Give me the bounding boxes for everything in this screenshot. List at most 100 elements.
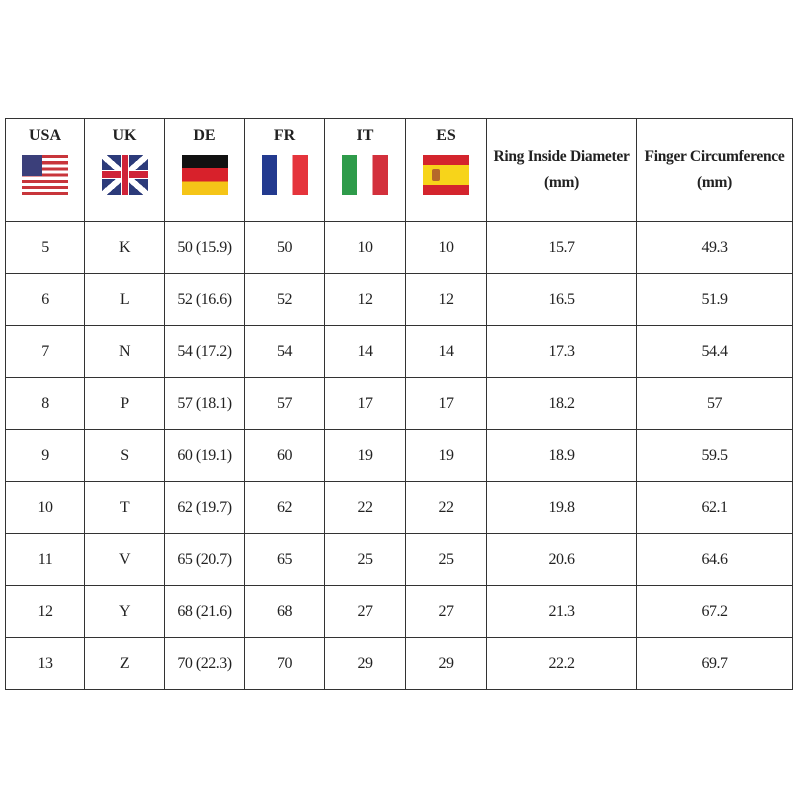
table-cell: 14 — [324, 325, 406, 378]
table-cell: 8 — [5, 377, 85, 430]
table-cell: 57 — [244, 377, 325, 430]
header-label: Finger Circumference — [644, 148, 785, 165]
table-cell: 10 — [405, 221, 487, 274]
table-cell: 62 — [244, 481, 325, 534]
header-label: ES — [436, 127, 456, 144]
table-cell: 22 — [405, 481, 487, 534]
table-cell: 19 — [324, 429, 406, 482]
table-cell: 17.3 — [486, 325, 637, 378]
table-cell: 22.2 — [486, 637, 637, 690]
table-cell: 16.5 — [486, 273, 637, 326]
table-cell: 65 — [244, 533, 325, 586]
table-cell: 60 (19.1) — [164, 429, 245, 482]
table-row: 12 Y 68 (21.6) 68 27 27 21.3 67.2 — [5, 585, 793, 638]
table-cell: 6 — [5, 273, 85, 326]
fr-flag-icon — [261, 155, 308, 195]
table-cell: Z — [84, 637, 165, 690]
table-row: 13 Z 70 (22.3) 70 29 29 22.2 69.7 — [5, 637, 793, 690]
table-cell: 12 — [324, 273, 406, 326]
table-cell: 54.4 — [636, 325, 793, 378]
table-cell: 17 — [405, 377, 487, 430]
table-row: 10 T 62 (19.7) 62 22 22 19.8 62.1 — [5, 481, 793, 534]
header-fr: FR — [244, 118, 325, 222]
header-label: FR — [273, 127, 296, 144]
table-cell: 21.3 — [486, 585, 637, 638]
table-cell: 29 — [405, 637, 487, 690]
table-cell: 27 — [324, 585, 406, 638]
table-cell: 52 — [244, 273, 325, 326]
es-flag-icon — [423, 155, 469, 195]
table-row: 6 L 52 (16.6) 52 12 12 16.5 51.9 — [5, 273, 793, 326]
table-cell: 54 — [244, 325, 325, 378]
header-uk: UK — [84, 118, 165, 222]
table-cell: V — [84, 533, 165, 586]
table-cell: 19.8 — [486, 481, 637, 534]
table-cell: 62 (19.7) — [164, 481, 245, 534]
header-it: IT — [324, 118, 406, 222]
table-cell: 60 — [244, 429, 325, 482]
table-cell: 15.7 — [486, 221, 637, 274]
table-cell: 9 — [5, 429, 85, 482]
table-cell: K — [84, 221, 165, 274]
table-cell: 5 — [5, 221, 85, 274]
table-row: 9 S 60 (19.1) 60 19 19 18.9 59.5 — [5, 429, 793, 482]
header-finger-circumference: Finger Circumference (mm) — [636, 118, 793, 222]
it-flag-icon — [342, 155, 388, 195]
header-ring-diameter: Ring Inside Diameter (mm) — [486, 118, 637, 222]
header-label: Ring Inside Diameter — [493, 148, 630, 165]
table-cell: 70 (22.3) — [164, 637, 245, 690]
table-cell: 62.1 — [636, 481, 793, 534]
table-cell: 12 — [5, 585, 85, 638]
header-label: USA — [28, 127, 61, 144]
table-cell: 19 — [405, 429, 487, 482]
table-row: 11 V 65 (20.7) 65 25 25 20.6 64.6 — [5, 533, 793, 586]
table-cell: L — [84, 273, 165, 326]
table-cell: 10 — [5, 481, 85, 534]
header-label: DE — [193, 127, 216, 144]
table-cell: 18.9 — [486, 429, 637, 482]
table-cell: 52 (16.6) — [164, 273, 245, 326]
ring-size-table: USA UK DE FR IT ES Ring Inside Diameter (… — [5, 118, 793, 690]
header-label: IT — [356, 127, 374, 144]
table-cell: 65 (20.7) — [164, 533, 245, 586]
table-cell: 54 (17.2) — [164, 325, 245, 378]
table-cell: 50 (15.9) — [164, 221, 245, 274]
table-cell: 51.9 — [636, 273, 793, 326]
table-cell: 68 — [244, 585, 325, 638]
header-label: UK — [112, 127, 137, 144]
table-cell: 67.2 — [636, 585, 793, 638]
table-cell: 20.6 — [486, 533, 637, 586]
table-cell: T — [84, 481, 165, 534]
header-unit: (mm) — [544, 174, 579, 191]
de-flag-icon — [181, 155, 228, 195]
table-cell: 18.2 — [486, 377, 637, 430]
table-cell: 11 — [5, 533, 85, 586]
table-row: 8 P 57 (18.1) 57 17 17 18.2 57 — [5, 377, 793, 430]
table-cell: 7 — [5, 325, 85, 378]
table-row: 7 N 54 (17.2) 54 14 14 17.3 54.4 — [5, 325, 793, 378]
table-cell: 70 — [244, 637, 325, 690]
header-es: ES — [405, 118, 487, 222]
uk-flag-icon — [101, 155, 148, 195]
table-cell: 25 — [324, 533, 406, 586]
table-cell: 13 — [5, 637, 85, 690]
header-usa: USA — [5, 118, 85, 222]
table-cell: 68 (21.6) — [164, 585, 245, 638]
table-cell: 25 — [405, 533, 487, 586]
table-cell: 59.5 — [636, 429, 793, 482]
table-cell: S — [84, 429, 165, 482]
table-cell: 22 — [324, 481, 406, 534]
table-cell: Y — [84, 585, 165, 638]
table-row: 5 K 50 (15.9) 50 10 10 15.7 49.3 — [5, 221, 793, 274]
table-cell: 49.3 — [636, 221, 793, 274]
table-cell: 10 — [324, 221, 406, 274]
table-cell: P — [84, 377, 165, 430]
header-row: USA UK DE FR IT ES Ring Inside Diameter (… — [5, 118, 793, 222]
table-cell: 57 — [636, 377, 793, 430]
table-cell: 14 — [405, 325, 487, 378]
table-cell: 50 — [244, 221, 325, 274]
table-cell: 69.7 — [636, 637, 793, 690]
table-cell: N — [84, 325, 165, 378]
table-cell: 64.6 — [636, 533, 793, 586]
header-unit: (mm) — [697, 174, 732, 191]
